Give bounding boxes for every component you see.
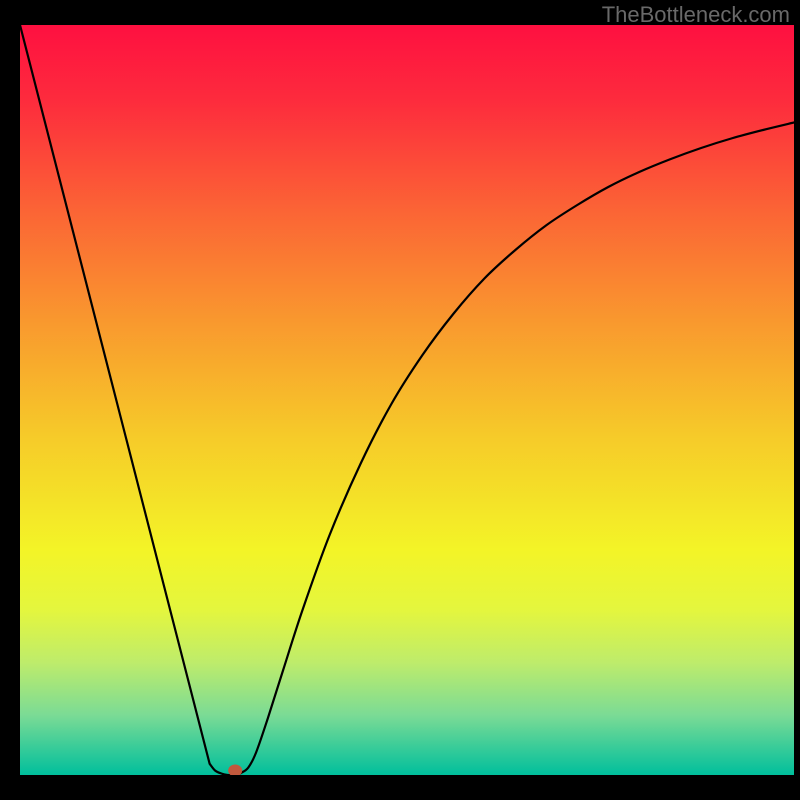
watermark-text: TheBottleneck.com xyxy=(602,2,790,28)
gradient-background xyxy=(20,25,794,775)
plot-area xyxy=(20,25,794,775)
chart-container: TheBottleneck.com xyxy=(0,0,800,800)
